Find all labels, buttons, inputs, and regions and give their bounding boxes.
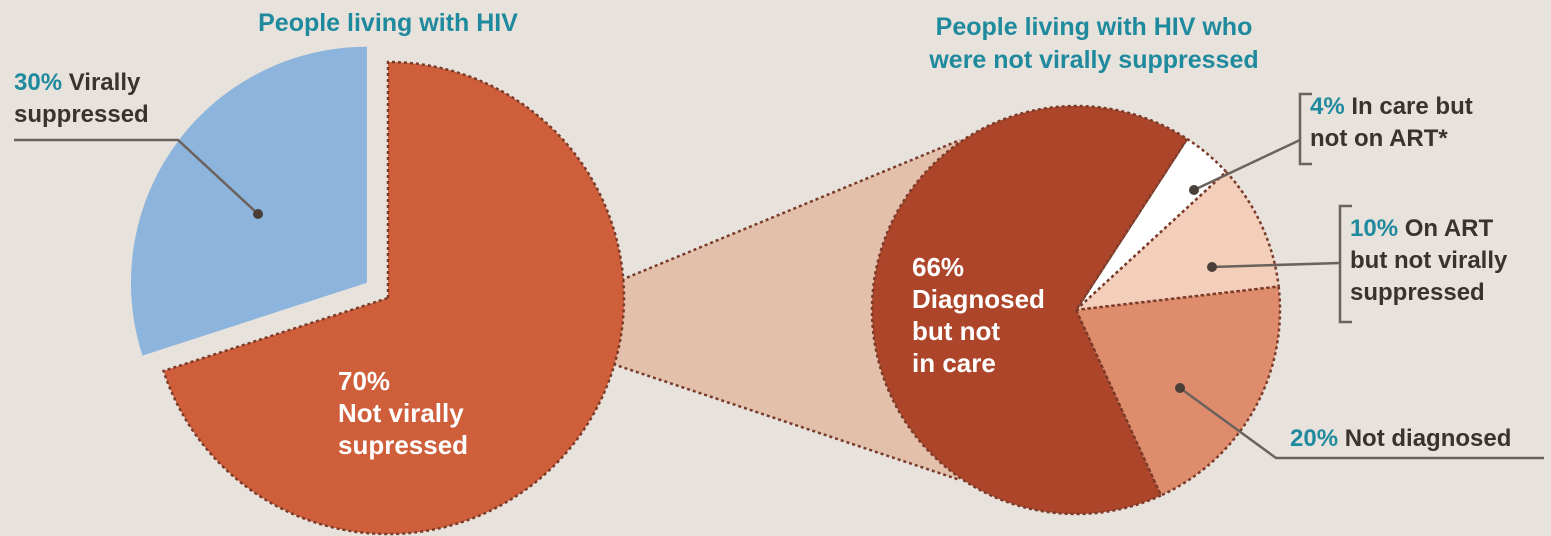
- label-not-virally-suppressed: 70% Not virally supressed: [338, 366, 468, 460]
- slice-on-art-not-suppressed: [1072, 170, 1281, 312]
- svg-text:30% Virally: 30% Virally: [14, 69, 141, 96]
- slice-virally-suppressed: [130, 46, 367, 356]
- leader-dot-in-care-not-on-art: [1189, 185, 1199, 195]
- slice-not-virally-suppressed: [161, 60, 626, 536]
- left-chart-title: People living with HIV: [258, 9, 518, 37]
- svg-text:20% Not diagnosed: 20% Not diagnosed: [1290, 425, 1511, 452]
- label-diagnosed-not-in-care: 66% Diagnosed but not in care: [912, 252, 1045, 378]
- zoom-connector-band: [505, 140, 960, 480]
- label-virally-suppressed: 30% Virally suppressed: [14, 69, 263, 219]
- label-not-diagnosed: 20% Not diagnosed: [1175, 383, 1544, 460]
- leader-dot-virally-suppressed: [253, 209, 263, 219]
- pct-virally-suppressed: 30%: [14, 69, 62, 96]
- leader-dot-on-art-not-suppressed: [1207, 262, 1217, 272]
- svg-text:Diagnosed: Diagnosed: [912, 284, 1045, 314]
- svg-text:Not virally: Not virally: [338, 398, 464, 428]
- label-on-art-not-suppressed: 10% On ART but not virally suppressed: [1207, 204, 1508, 324]
- svg-text:supressed: supressed: [338, 430, 468, 460]
- svg-text:but not virally: but not virally: [1350, 247, 1508, 274]
- zoom-connector-top-line: [504, 138, 961, 330]
- svg-text:not on ART*: not on ART*: [1310, 125, 1448, 152]
- pie-not-virally-suppressed: [870, 104, 1282, 516]
- pct-not-diagnosed: 20%: [1290, 425, 1338, 452]
- right-chart-title-line1: People living with HIV who: [936, 13, 1253, 41]
- leader-dot-not-diagnosed: [1175, 383, 1185, 393]
- pct-on-art-not-suppressed: 10%: [1350, 215, 1398, 242]
- label-in-care-not-on-art: 4% In care but not on ART*: [1189, 92, 1473, 195]
- svg-text:in care: in care: [912, 348, 996, 378]
- slice-in-care-not-on-art: [1074, 137, 1228, 311]
- pie-people-living-with-hiv: [130, 46, 626, 536]
- right-chart-title-line2: were not virally suppressed: [928, 46, 1258, 74]
- svg-text:4% In care but: 4% In care but: [1310, 93, 1473, 120]
- svg-text:suppressed: suppressed: [14, 101, 149, 128]
- svg-text:but not: but not: [912, 316, 1000, 346]
- svg-text:10% On ART: 10% On ART: [1350, 215, 1493, 242]
- svg-text:suppressed: suppressed: [1350, 279, 1485, 306]
- pct-diagnosed-not-in-care: 66%: [912, 252, 964, 282]
- slice-diagnosed-not-in-care: [870, 104, 1189, 516]
- pct-in-care-not-on-art: 4%: [1310, 93, 1345, 120]
- pct-not-virally-suppressed: 70%: [338, 366, 390, 396]
